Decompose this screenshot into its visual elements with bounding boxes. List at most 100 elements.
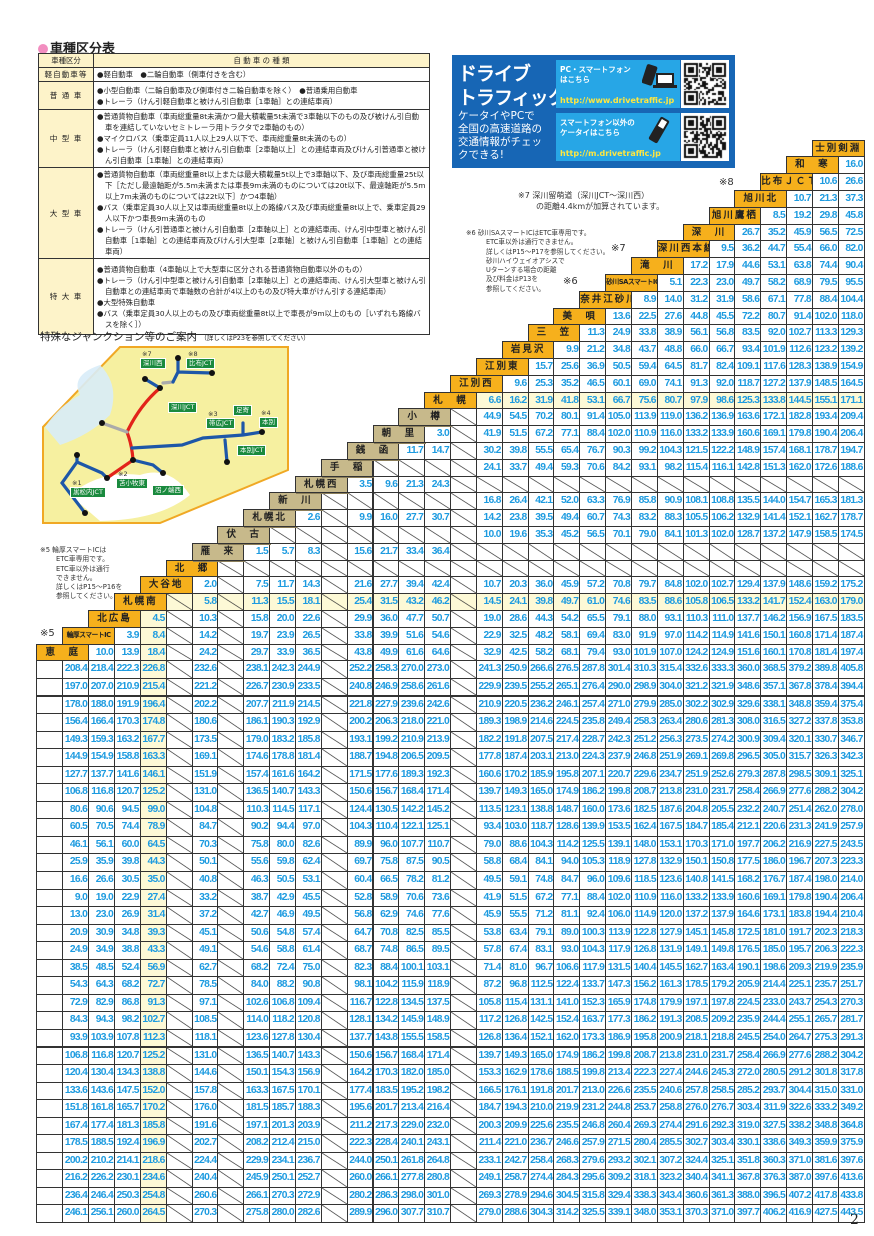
- empty-cell: [579, 559, 607, 578]
- toll-distance-cell: 33.8: [631, 324, 658, 343]
- ad-pc-url[interactable]: http://www.drivetraffic.jp: [560, 96, 675, 105]
- toll-distance-cell: 230.9: [269, 677, 296, 697]
- qr-code-pc[interactable]: [681, 60, 729, 108]
- toll-distance-cell: 226.8: [139, 660, 167, 679]
- toll-distance-cell: 97.0: [656, 626, 684, 645]
- toll-distance-cell: 190.3: [269, 713, 296, 732]
- toll-distance-cell: 16.6: [62, 871, 90, 890]
- toll-distance-cell: 114.9: [631, 906, 658, 925]
- empty-cell: [450, 1081, 477, 1101]
- toll-distance-cell: 187.6: [656, 800, 684, 820]
- toll-distance-cell: 139.7: [475, 1046, 503, 1066]
- toll-distance-cell: 141.0: [553, 993, 581, 1013]
- qr-code-mobile[interactable]: [681, 113, 729, 161]
- toll-distance-cell: 49.4: [527, 458, 555, 477]
- empty-cell: [320, 1116, 348, 1136]
- toll-distance-cell: 309.2: [605, 1169, 632, 1188]
- empty-cell: [320, 941, 348, 960]
- toll-distance-cell: 208.7: [631, 1046, 658, 1066]
- toll-distance-cell: 223.3: [837, 853, 865, 872]
- empty-cell: [165, 626, 193, 645]
- toll-distance-cell: 210.2: [88, 1151, 115, 1171]
- toll-distance-cell: 229.0: [398, 1116, 426, 1136]
- toll-distance-cell: 417.8: [811, 1186, 839, 1206]
- toll-distance-cell: 189.3: [475, 713, 503, 732]
- toll-distance-cell: 251.9: [682, 765, 710, 785]
- ad-mobile-box: スマートフォン以外の ケータイはこちら http://m.drivetraffi…: [556, 113, 680, 161]
- toll-distance-cell: 360.3: [760, 1151, 788, 1171]
- toll-distance-cell: 280.5: [760, 1064, 788, 1083]
- toll-distance-cell: 200.2: [62, 1151, 90, 1171]
- toll-distance-cell: 220.7: [605, 765, 632, 785]
- toll-distance-cell: 173.3: [579, 1028, 607, 1048]
- toll-distance-cell: 137.9: [760, 576, 788, 595]
- empty-cell: [501, 542, 529, 561]
- smartphone-laptop-icon: [642, 64, 677, 88]
- toll-distance-cell: 61.4: [294, 941, 322, 960]
- toll-distance-cell: 93.1: [656, 610, 684, 628]
- toll-distance-cell: 55.5: [501, 906, 529, 925]
- note-6: ※6 砂川SAスマートICはETC車専用です。 ETC車以外は通行できません。 …: [466, 229, 609, 294]
- empty-cell: [450, 1011, 477, 1030]
- toll-distance-cell: 49.7: [553, 593, 581, 611]
- toll-distance-cell: 105.3: [579, 853, 607, 872]
- toll-distance-cell: 120.0: [656, 906, 684, 925]
- toll-distance-cell: 195.8: [553, 765, 581, 785]
- toll-distance-cell: 178.7: [811, 442, 839, 460]
- toll-distance-cell: 16.0: [372, 509, 400, 527]
- toll-distance-cell: 195.8: [631, 1028, 658, 1048]
- toll-distance-cell: 319.0: [734, 1116, 762, 1136]
- toll-distance-cell: 257.9: [837, 818, 865, 837]
- empty-cell: [553, 542, 581, 561]
- toll-distance-cell: 68.1: [553, 643, 581, 662]
- toll-distance-cell: 266.9: [760, 1046, 788, 1066]
- row-label-cell: [36, 713, 64, 732]
- toll-distance-cell: 77.1: [553, 888, 581, 908]
- vehicle-class-name: 大 型 車: [38, 167, 94, 259]
- toll-distance-cell: 39.5: [527, 509, 555, 527]
- bullet-icon: [38, 44, 48, 54]
- note-6-line: 参照してください。: [486, 284, 545, 293]
- toll-distance-cell: 64.6: [424, 643, 452, 662]
- toll-distance-cell: 110.3: [682, 610, 710, 628]
- toll-distance-cell: 197.7: [734, 835, 762, 855]
- toll-distance-cell: 90.3: [605, 442, 632, 460]
- toll-distance-cell: 64.7: [346, 923, 374, 943]
- toll-distance-cell: 179.0: [837, 593, 865, 611]
- empty-cell: [320, 853, 348, 872]
- toll-distance-cell: 26.9: [114, 906, 141, 925]
- toll-distance-cell: 141.7: [760, 593, 788, 611]
- toll-distance-cell: 235.5: [631, 1081, 658, 1101]
- toll-distance-cell: 170.1: [294, 1081, 322, 1101]
- toll-distance-cell: 134.5: [398, 993, 426, 1013]
- toll-distance-cell: 23.0: [88, 906, 115, 925]
- toll-distance-cell: 25.3: [527, 374, 555, 393]
- row-label-cell: [36, 923, 64, 943]
- toll-distance-cell: 36.9: [579, 358, 607, 376]
- toll-distance-cell: 30.5: [114, 871, 141, 890]
- toll-distance-cell: 294.6: [527, 1186, 555, 1206]
- toll-distance-cell: 168.1: [786, 442, 813, 460]
- toll-distance-cell: 146.1: [139, 765, 167, 785]
- empty-cell: [165, 1081, 193, 1101]
- toll-distance-cell: 57.2: [579, 576, 607, 595]
- toll-distance-cell: 285.5: [656, 1134, 684, 1153]
- ad-mobile-url[interactable]: http://m.drivetraffic.jp: [560, 149, 661, 158]
- junction-label: 本別JCT: [237, 445, 267, 456]
- station-label: 伏 古: [217, 526, 271, 544]
- toll-distance-cell: 177.4: [346, 1081, 374, 1101]
- toll-distance-cell: 269.3: [631, 1116, 658, 1136]
- toll-distance-cell: 120.7: [114, 1046, 141, 1066]
- toll-distance-cell: 170.8: [786, 643, 813, 662]
- toll-distance-cell: 239.6: [398, 695, 426, 715]
- empty-cell: [708, 475, 736, 494]
- toll-distance-cell: 35.0: [139, 871, 167, 890]
- note-6-line: 詳しくはP15〜P17を参照してください。: [486, 247, 610, 256]
- toll-distance-cell: 207.1: [579, 765, 607, 785]
- station-label: 旭川鷹栖: [708, 206, 762, 225]
- toll-distance-cell: 231.2: [579, 1099, 607, 1118]
- toll-distance-cell: 19.0: [475, 610, 503, 628]
- ad-mobile-line1: スマートフォン以外の: [560, 118, 635, 127]
- toll-distance-cell: 116.1: [708, 458, 736, 477]
- toll-distance-cell: 58.9: [372, 888, 400, 908]
